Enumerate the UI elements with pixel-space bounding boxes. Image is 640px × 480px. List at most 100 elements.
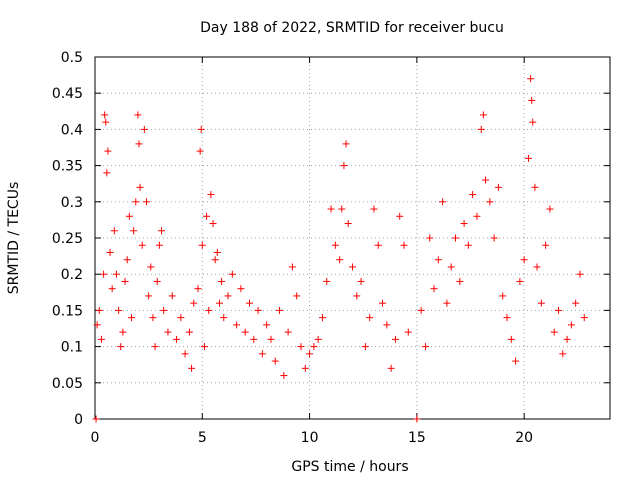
data-point <box>153 277 161 285</box>
data-point <box>464 241 472 249</box>
data-point <box>512 357 520 365</box>
data-point <box>284 328 292 336</box>
data-point <box>434 256 442 264</box>
data-point <box>314 335 322 343</box>
data-point <box>130 227 138 235</box>
data-point <box>246 299 253 307</box>
data-point <box>112 270 120 278</box>
data-point <box>443 299 451 307</box>
data-point <box>490 234 498 242</box>
data-point <box>119 328 127 336</box>
data-point <box>342 140 350 148</box>
data-point <box>310 343 318 351</box>
data-point <box>211 256 219 264</box>
data-point <box>228 270 236 278</box>
data-point <box>233 321 241 329</box>
data-point <box>417 306 425 314</box>
data-point <box>224 292 232 300</box>
data-point <box>387 364 395 372</box>
data-point <box>379 299 387 307</box>
data-point <box>550 328 558 336</box>
y-tick-label: 0.2 <box>61 267 83 283</box>
data-point <box>250 335 258 343</box>
data-point <box>237 285 245 293</box>
data-point <box>138 241 146 249</box>
data-point <box>293 292 301 300</box>
data-point <box>197 125 205 133</box>
data-point <box>258 350 266 358</box>
data-point <box>276 306 284 314</box>
data-point <box>271 357 279 365</box>
data-point <box>190 299 198 307</box>
data-point <box>528 96 536 104</box>
data-point <box>327 205 335 213</box>
chart-title: Day 188 of 2022, SRMTID for receiver buc… <box>200 20 504 36</box>
data-point <box>452 234 459 242</box>
data-point <box>254 306 262 314</box>
data-point <box>413 415 421 423</box>
data-point <box>123 256 131 264</box>
x-tick-label: 10 <box>301 430 319 446</box>
data-point <box>563 335 571 343</box>
data-point <box>177 314 185 322</box>
data-point <box>338 205 346 213</box>
data-point <box>494 183 502 191</box>
data-point <box>542 241 550 249</box>
grid-lines <box>95 57 610 419</box>
data-point <box>331 241 339 249</box>
data-point <box>531 183 539 191</box>
data-point <box>396 212 404 220</box>
y-tick-label: 0 <box>74 412 83 428</box>
data-point <box>215 299 223 307</box>
data-point <box>220 314 228 322</box>
y-tick-label: 0.4 <box>61 122 83 138</box>
data-point <box>100 270 108 278</box>
data-point <box>516 277 524 285</box>
data-point <box>357 277 365 285</box>
data-point <box>524 154 532 162</box>
data-point <box>155 241 163 249</box>
x-tick-label: 20 <box>515 430 533 446</box>
data-point <box>344 220 352 228</box>
data-point <box>267 335 275 343</box>
data-point <box>499 292 507 300</box>
data-point <box>136 183 144 191</box>
data-point <box>323 277 331 285</box>
data-point <box>477 125 485 133</box>
data-point <box>572 299 580 307</box>
data-point <box>241 328 249 336</box>
data-point <box>527 75 535 83</box>
data-point <box>140 125 148 133</box>
data-point <box>143 198 150 206</box>
data-point <box>340 162 348 170</box>
data-point <box>400 241 408 249</box>
data-point <box>95 306 103 314</box>
data-point <box>460 220 468 228</box>
data-point <box>207 191 215 199</box>
data-point <box>507 335 515 343</box>
plot-frame <box>94 56 611 420</box>
data-point <box>103 169 111 177</box>
y-tick-label: 0.5 <box>61 50 83 66</box>
x-tick-label: 5 <box>198 430 207 446</box>
data-point <box>196 147 204 155</box>
data-point <box>194 285 202 293</box>
data-point <box>164 328 172 336</box>
data-point <box>288 263 296 271</box>
x-tick-label: 15 <box>408 430 426 446</box>
data-point <box>127 314 135 322</box>
data-point <box>430 285 438 293</box>
data-point <box>353 292 361 300</box>
data-point <box>479 111 487 119</box>
data-point <box>173 335 181 343</box>
data-point <box>370 205 378 213</box>
data-point <box>336 256 344 264</box>
y-axis-label: SRMTID / TECUs <box>6 182 22 295</box>
data-point <box>391 335 399 343</box>
y-tick-label: 0.35 <box>52 159 83 175</box>
y-tick-label: 0.3 <box>61 195 83 211</box>
data-point <box>447 263 455 271</box>
data-point <box>580 314 588 322</box>
data-point <box>361 343 369 351</box>
data-point <box>503 314 511 322</box>
